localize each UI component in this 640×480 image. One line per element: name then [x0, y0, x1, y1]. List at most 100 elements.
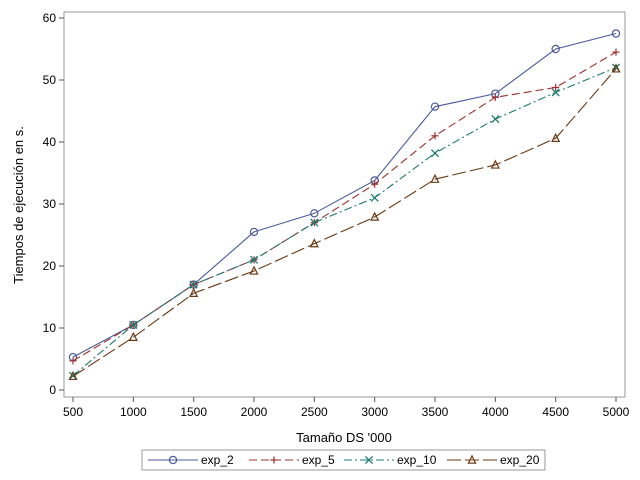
data-point-exp_20: [430, 173, 440, 183]
y-tick-label: 60: [43, 11, 57, 25]
data-point-exp_5: [552, 83, 560, 92]
plus-marker: [552, 83, 560, 92]
data-point-exp_10: [370, 193, 379, 202]
x-tick-label: 3500: [422, 405, 449, 419]
legend-label: exp_20: [500, 453, 540, 467]
series-line-exp_2: [72, 32, 617, 358]
x-axis-title: Tamaño DS '000: [296, 430, 392, 445]
x-marker: [430, 149, 440, 158]
data-point-exp_10: [430, 149, 440, 158]
x-marker-b: [430, 149, 440, 158]
series-line-exp_10: [72, 67, 617, 377]
y-axis: 0 10 20 30 40 50 60: [43, 11, 64, 397]
data-point-exp_2: [310, 209, 319, 218]
data-point-exp_20: [370, 211, 380, 221]
triangle-marker: [189, 287, 199, 297]
y-tick-label: 10: [43, 321, 57, 335]
data-point-exp_10: [249, 255, 259, 264]
legend: exp_2 exp_5 exp_10 exp_20: [148, 453, 540, 467]
x-marker: [370, 193, 379, 202]
x-marker-b: [129, 320, 138, 329]
series-exp_2: [68, 29, 621, 362]
data-point-exp_10: [129, 320, 138, 329]
x-tick-label: 2000: [241, 405, 268, 419]
x-marker-b: [310, 218, 319, 227]
x-tick-label: 4500: [542, 405, 569, 419]
x-marker: [310, 218, 319, 227]
legend-entry-exp_10: exp_10: [344, 453, 437, 467]
x-axis: 500 1000 1500 2000 2500 3000 3500 4000 4500 5000: [63, 397, 630, 419]
circle-marker: [430, 102, 440, 111]
y-axis-title: Tiempos de ejecución en s.: [11, 126, 26, 284]
plus-marker: [612, 48, 620, 56]
y-tick-label: 30: [43, 197, 57, 211]
data-point-exp_10: [491, 115, 500, 124]
x-marker: [189, 280, 198, 289]
legend-box: [141, 449, 546, 471]
data-point-exp_20: [551, 132, 561, 142]
data-point-exp_20: [611, 63, 621, 73]
triangle-marker: [309, 238, 319, 248]
series-line-exp_5: [72, 51, 617, 362]
circle-marker: [310, 209, 319, 218]
x-tick-label: 1000: [120, 405, 147, 419]
data-point-exp_20: [249, 265, 259, 275]
y-tick-label: 40: [43, 135, 57, 149]
triangle-marker: [467, 454, 477, 464]
data-point-exp_2: [551, 44, 560, 54]
y-tick-label: 20: [43, 259, 57, 273]
plus-marker: [431, 132, 439, 140]
legend-label: exp_5: [302, 453, 335, 467]
plus-marker: [491, 93, 499, 101]
series-exp_10: [68, 63, 621, 380]
series-exp_5: [69, 48, 620, 365]
x-marker: [551, 88, 560, 97]
plus-marker: [69, 357, 77, 365]
data-point-exp_20: [68, 370, 78, 381]
data-point-exp_5: [431, 132, 439, 140]
data-point-exp_20: [490, 159, 500, 169]
series-layer: [68, 29, 621, 381]
series-exp_20: [68, 63, 621, 381]
data-point-exp_5: [612, 48, 620, 56]
x-tick-label: 2500: [301, 405, 328, 419]
circle-marker: [611, 29, 621, 38]
x-marker-b: [491, 115, 500, 124]
data-point-exp_2: [430, 102, 440, 111]
triangle-marker: [128, 331, 138, 341]
x-marker-b: [551, 88, 560, 97]
x-tick-label: 3000: [361, 405, 388, 419]
x-tick-label: 5000: [603, 405, 630, 419]
data-point-exp_10: [551, 88, 560, 97]
plus-marker: [270, 456, 278, 464]
circle-marker: [551, 44, 560, 54]
plus-marker: [371, 180, 379, 188]
data-point-exp_2: [249, 227, 259, 237]
triangle-marker: [611, 63, 621, 73]
x-marker-b: [189, 280, 198, 289]
data-point-exp_20: [189, 287, 199, 297]
plot-frame: [63, 11, 626, 398]
triangle-marker: [430, 173, 440, 183]
legend-label: exp_10: [397, 453, 437, 467]
data-point-exp_5: [371, 180, 379, 188]
x-marker-b: [364, 455, 374, 465]
legend-entry-exp_2: exp_2: [148, 453, 234, 467]
data-point-exp_20: [309, 238, 319, 248]
triangle-marker: [551, 132, 561, 142]
series-line-exp_20: [72, 68, 617, 377]
triangle-marker: [68, 370, 78, 381]
data-point-exp_10: [189, 280, 198, 289]
x-marker: [249, 255, 259, 264]
triangle-marker: [490, 159, 500, 169]
data-point-exp_5: [69, 357, 77, 365]
data-point-exp_2: [611, 29, 621, 38]
x-marker: [129, 320, 138, 329]
x-tick-label: 500: [63, 405, 83, 419]
y-tick-label: 0: [49, 383, 56, 397]
data-point-exp_10: [310, 218, 319, 227]
x-marker-b: [370, 193, 379, 202]
triangle-marker: [370, 211, 380, 221]
x-tick-label: 4000: [482, 405, 509, 419]
